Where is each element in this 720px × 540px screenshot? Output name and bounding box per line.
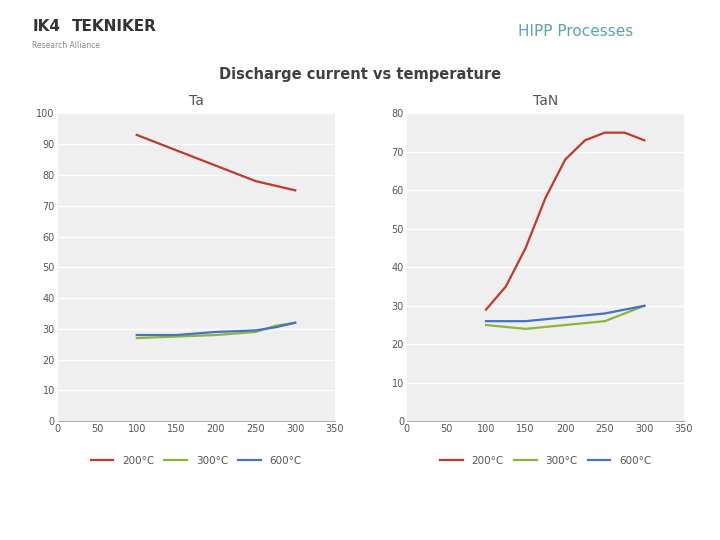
Text: Research Alliance: Research Alliance xyxy=(32,40,100,50)
Text: Discharge current vs temperature: Discharge current vs temperature xyxy=(219,68,501,83)
Title: TaN: TaN xyxy=(533,94,558,108)
Text: HIPP Processes: HIPP Processes xyxy=(518,24,634,39)
Text: TEKNIKER: TEKNIKER xyxy=(72,19,157,34)
Legend: 200°C, 300°C, 600°C: 200°C, 300°C, 600°C xyxy=(86,451,306,470)
Legend: 200°C, 300°C, 600°C: 200°C, 300°C, 600°C xyxy=(436,451,655,470)
Title: Ta: Ta xyxy=(189,94,204,108)
Text: IK4: IK4 xyxy=(32,19,60,34)
